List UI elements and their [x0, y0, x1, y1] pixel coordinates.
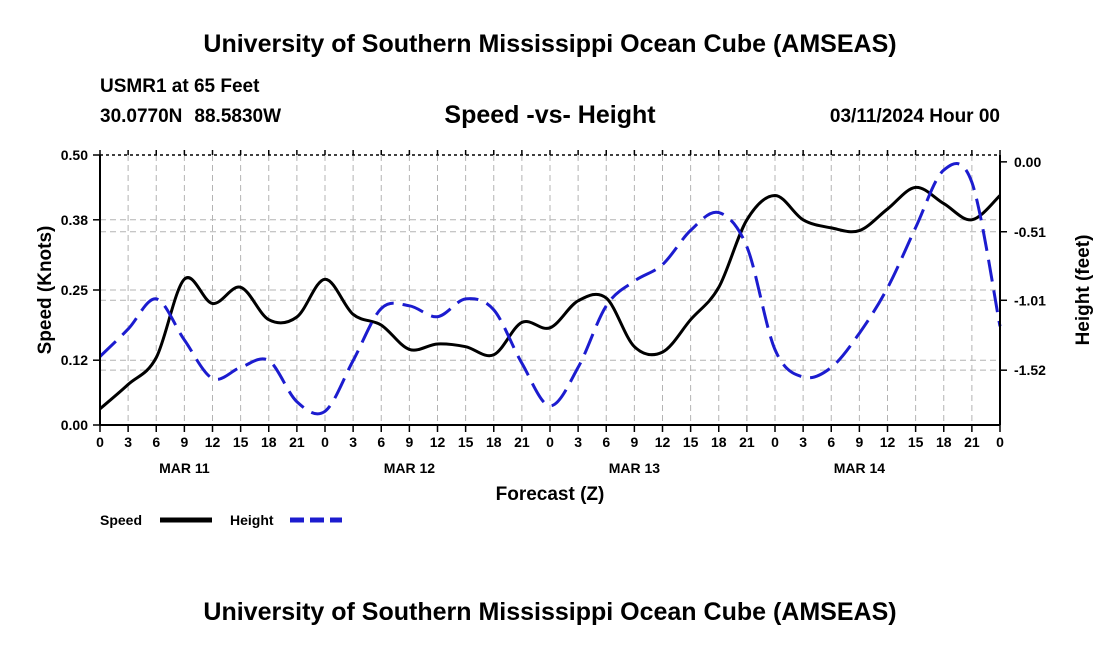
- longitude: 88.5830W: [194, 106, 282, 127]
- x-tick-label: 18: [486, 434, 502, 450]
- y-tick-label: 0.38: [61, 212, 88, 228]
- x-tick-label: 9: [855, 434, 863, 450]
- x-tick-label: 6: [152, 434, 160, 450]
- y-tick-label: 0.12: [61, 352, 88, 368]
- axis-ticks: [93, 150, 1007, 432]
- y2-tick-label: 0.00: [1014, 154, 1041, 170]
- x-tick-label: 21: [964, 434, 980, 450]
- series-line-height: [98, 162, 1002, 416]
- x-tick-label: 9: [180, 434, 188, 450]
- x-day-label: MAR 11: [159, 460, 210, 476]
- legend-label-speed: Speed: [100, 512, 142, 528]
- x-tick-label: 3: [349, 434, 357, 450]
- x-tick-label: 6: [827, 434, 835, 450]
- main-title: University of Southern Mississippi Ocean…: [203, 30, 897, 58]
- legend: Speed Height: [100, 512, 342, 528]
- x-tick-label: 0: [996, 434, 1004, 450]
- x-tick-label: 3: [124, 434, 132, 450]
- x-tick-label: 21: [739, 434, 755, 450]
- x-tick-label: 0: [546, 434, 554, 450]
- y-axis-title: Speed (Knots): [35, 226, 56, 355]
- x-tick-label: 0: [321, 434, 329, 450]
- series-line-speed: [99, 185, 1002, 410]
- x-tick-label: 18: [936, 434, 952, 450]
- x-tick-label: 15: [908, 434, 924, 450]
- station-label: USMR1 at 65 Feet: [100, 76, 260, 97]
- x-tick-label: 15: [458, 434, 474, 450]
- y-tick-label: 0.25: [61, 282, 88, 298]
- x-tick-label: 9: [630, 434, 638, 450]
- axis-labels: 0 3 6 9 12 15 18 21 0 3 6 9 12 15 18 21 0 3 6 9 12 15 18 21 0 3 6 9…: [35, 147, 1094, 505]
- x-tick-label: 18: [711, 434, 727, 450]
- x-tick-label: 12: [880, 434, 896, 450]
- y-tick-label: 0.50: [61, 147, 88, 163]
- x-day-label: MAR 14: [834, 460, 886, 476]
- latitude: 30.0770N: [100, 106, 183, 127]
- x-tick-label: 0: [771, 434, 779, 450]
- x-tick-label: 6: [602, 434, 610, 450]
- x-day-label: MAR 13: [609, 460, 661, 476]
- x-tick-label: 0: [96, 434, 104, 450]
- x-tick-label: 21: [514, 434, 530, 450]
- x-tick-label: 15: [683, 434, 699, 450]
- y2-axis-title: Height (feet): [1073, 235, 1094, 346]
- x-tick-label: 6: [377, 434, 385, 450]
- x-tick-label: 3: [574, 434, 582, 450]
- coordinates: 30.0770N 88.5830W: [100, 106, 293, 128]
- x-tick-label: 12: [205, 434, 221, 450]
- x-tick-label: 18: [261, 434, 277, 450]
- series-lines: [98, 162, 1002, 416]
- forecast-datetime: 03/11/2024 Hour 00: [829, 106, 1000, 127]
- x-day-label: MAR 12: [384, 460, 436, 476]
- x-tick-label: 15: [233, 434, 249, 450]
- y2-tick-label: -1.01: [1014, 292, 1046, 308]
- x-axis-title: Forecast (Z): [496, 484, 605, 505]
- grid: [100, 155, 1000, 425]
- x-tick-label: 3: [799, 434, 807, 450]
- chart-subtitle: Speed -vs- Height: [444, 101, 656, 129]
- y2-tick-label: -1.52: [1014, 362, 1046, 378]
- x-tick-label: 9: [405, 434, 413, 450]
- y-tick-label: 0.00: [61, 417, 88, 433]
- y2-tick-label: -0.51: [1014, 224, 1046, 240]
- footer-title: University of Southern Mississippi Ocean…: [203, 598, 897, 626]
- x-tick-label: 21: [289, 434, 305, 450]
- x-tick-label: 12: [655, 434, 671, 450]
- x-tick-label: 12: [430, 434, 446, 450]
- legend-label-height: Height: [230, 512, 274, 528]
